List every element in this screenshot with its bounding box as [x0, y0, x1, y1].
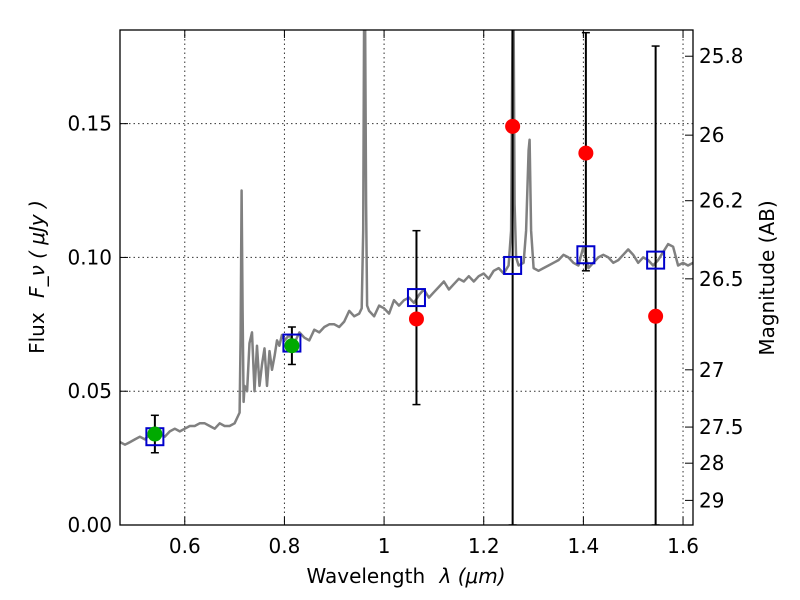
- y-tick-label: 0.00: [67, 513, 112, 537]
- right-axis-tick-label: 25.8: [699, 44, 744, 68]
- y-axis-label-text: Flux: [25, 312, 49, 354]
- right-axis-tick-label: 27.5: [699, 415, 744, 439]
- y-tick-label: 0.10: [67, 245, 112, 269]
- x-tick-label: 0.6: [169, 534, 201, 558]
- spectrum-layer: [120, 30, 693, 446]
- x-axis-label: Wavelength λ (μm): [306, 564, 505, 588]
- observed-photometry-layer: [147, 118, 664, 442]
- x-axis-label-text: Wavelength: [306, 564, 425, 588]
- right-axis-ticks: 25.8 26 26.2 26.5 27 27.5 28 29: [685, 44, 744, 512]
- observed-photometry-marker: [147, 426, 163, 442]
- model-photometry-marker: [576, 245, 596, 265]
- observed-photometry-marker: [284, 338, 300, 354]
- x-tick-label: 1: [378, 534, 391, 558]
- y-axis-label: Flux F_ν ( μJy ): [25, 200, 49, 354]
- x-tick-label: 1.6: [667, 534, 699, 558]
- right-axis-tick-label: 26.5: [699, 267, 744, 291]
- y-tick-label: 0.05: [67, 379, 112, 403]
- x-axis-label-math: λ (μm): [439, 564, 506, 588]
- observed-photometry-marker: [578, 145, 594, 161]
- x-tick-label: 1.4: [567, 534, 599, 558]
- right-axis-tick-label: 28: [699, 451, 724, 475]
- plot-background: [120, 30, 693, 525]
- template-spectrum-line: [120, 30, 693, 446]
- observed-photometry-marker: [648, 308, 664, 324]
- right-axis-tick-label: 27: [699, 358, 724, 382]
- right-axis-label: Magnitude (AB): [755, 200, 779, 355]
- y-axis-ticks: 0.00 0.05 0.10 0.15: [67, 112, 128, 537]
- observed-photometry-marker: [505, 118, 521, 134]
- model-photometry-marker: [406, 288, 426, 308]
- x-tick-label: 1.2: [468, 534, 500, 558]
- observed-photometry-marker: [408, 311, 424, 327]
- model-photometry-marker: [503, 255, 523, 275]
- right-axis-tick-label: 26: [699, 123, 724, 147]
- y-axis-label-math: F_ν ( μJy ): [25, 200, 49, 298]
- plot-frame: [119, 29, 694, 526]
- right-axis-tick-label: 26.2: [699, 189, 744, 213]
- x-tick-label: 0.8: [269, 534, 301, 558]
- x-axis-ticks: 0.6 0.8 1 1.2 1.4 1.6: [169, 30, 699, 558]
- model-photometry-marker: [646, 250, 666, 270]
- y-tick-label: 0.15: [67, 112, 112, 136]
- right-axis-tick-label: 29: [699, 488, 724, 512]
